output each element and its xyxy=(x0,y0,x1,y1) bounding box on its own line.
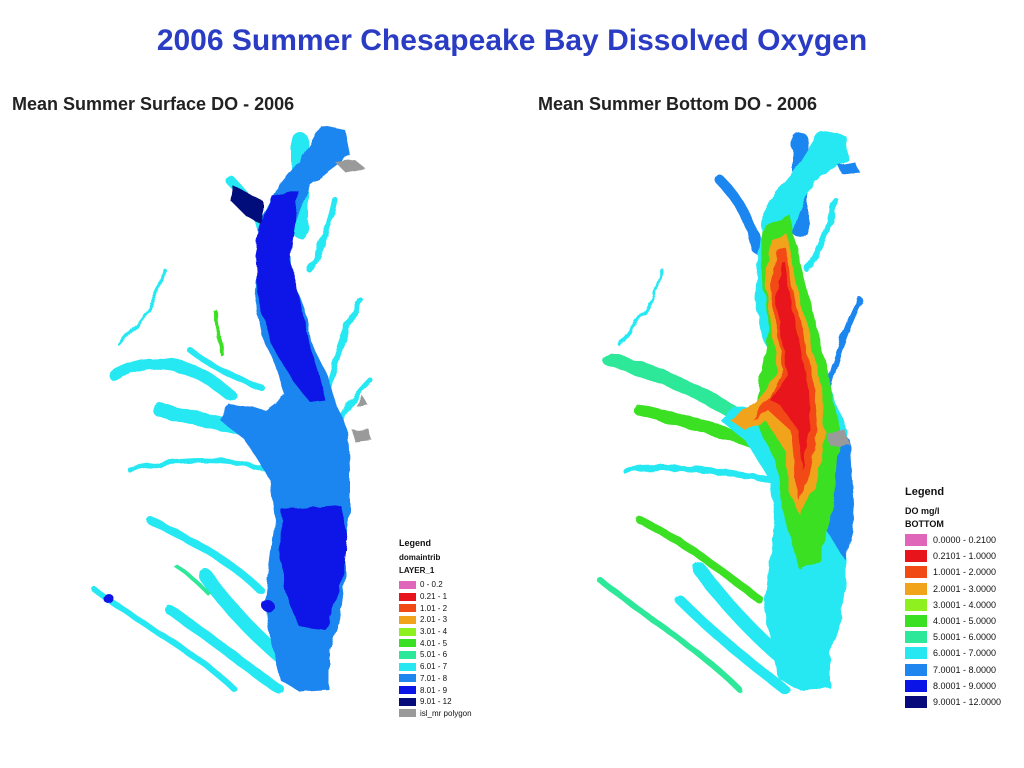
surface-legend-label: 5.01 - 6 xyxy=(420,650,448,660)
surface-legend-label: 1.01 - 2 xyxy=(420,603,448,613)
bottom-legend-swatch xyxy=(905,598,927,611)
surface-legend-row: isl_mr polygon xyxy=(399,708,472,720)
bottom-legend-row: 7.0001 - 8.0000 xyxy=(905,662,1001,678)
surface-legend-row: 8.01 - 9 xyxy=(399,684,472,696)
surface-legend-swatch xyxy=(399,697,416,706)
bottom-legend-row: 0.2101 - 1.0000 xyxy=(905,548,1001,564)
surface-map-title: Mean Summer Surface DO - 2006 xyxy=(12,94,295,114)
bottom-legend-swatch xyxy=(905,550,927,563)
surface-legend-swatch xyxy=(399,650,416,659)
surface-legend-label: isl_mr polygon xyxy=(420,708,472,718)
surface-legend-label: 0 - 0.2 xyxy=(420,580,443,590)
surface-legend-row: 7.01 - 8 xyxy=(399,673,472,685)
bottom-legend-row: 6.0001 - 7.0000 xyxy=(905,645,1001,661)
surface-do-map xyxy=(92,125,373,695)
bottom-legend-layer: DO mg/l xyxy=(905,506,940,516)
surface-legend-row: 3.01 - 4 xyxy=(399,626,472,638)
bottom-map-title: Mean Summer Bottom DO - 2006 xyxy=(538,94,818,114)
surface-legend-label: 9.01 - 12 xyxy=(420,697,452,707)
surface-legend-row: 4.01 - 5 xyxy=(399,637,472,649)
bottom-legend-sublayer: BOTTOM xyxy=(905,519,944,529)
bottom-legend-row: 1.0001 - 2.0000 xyxy=(905,564,1001,580)
surface-legend-row: 0 - 0.2 xyxy=(399,579,472,591)
surface-legend-swatch xyxy=(399,592,416,601)
bottom-legend-label: 3.0001 - 4.0000 xyxy=(933,599,997,610)
bottom-legend-swatch xyxy=(905,663,927,676)
surface-legend-swatch xyxy=(399,674,416,683)
bottom-do-map xyxy=(597,130,863,695)
bottom-legend-swatch xyxy=(905,566,927,579)
bottom-legend-row: 0.0000 - 0.2100 xyxy=(905,532,1001,548)
bottom-legend-swatch xyxy=(905,534,927,547)
surface-legend-swatch xyxy=(399,662,416,671)
surface-legend-swatch xyxy=(399,604,416,613)
surface-legend-label: 7.01 - 8 xyxy=(420,673,448,683)
surface-legend-row: 1.01 - 2 xyxy=(399,602,472,614)
bottom-legend-row: 2.0001 - 3.0000 xyxy=(905,581,1001,597)
bottom-legend: Legend DO mg/l BOTTOM 0.0000 - 0.2100 0.2… xyxy=(905,486,1001,710)
surface-legend-row: 9.01 - 12 xyxy=(399,696,472,708)
surface-legend-swatch xyxy=(399,627,416,636)
bottom-legend-heading: Legend xyxy=(905,486,945,498)
surface-legend-label: 8.01 - 9 xyxy=(420,685,448,695)
surface-legend-row: 0.21 - 1 xyxy=(399,591,472,603)
surface-legend-label: 6.01 - 7 xyxy=(420,662,448,672)
bottom-legend-label: 2.0001 - 3.0000 xyxy=(933,583,997,594)
bottom-bay-body xyxy=(597,130,863,695)
main-title: 2006 Summer Chesapeake Bay Dissolved Oxy… xyxy=(156,24,868,57)
surface-legend-label: 2.01 - 3 xyxy=(420,615,448,625)
surface-legend-swatch xyxy=(399,639,416,648)
bottom-legend-label: 0.0000 - 0.2100 xyxy=(933,535,997,546)
surface-legend-layer: domaintrib xyxy=(399,553,441,562)
surface-legend-sublayer: LAYER_1 xyxy=(399,566,435,575)
surface-legend-label: 0.21 - 1 xyxy=(420,592,448,602)
surface-legend-label: 3.01 - 4 xyxy=(420,627,448,637)
surface-legend-heading: Legend xyxy=(399,538,432,548)
bottom-legend-row: 9.0001 - 12.0000 xyxy=(905,694,1001,710)
bottom-legend-row: 8.0001 - 9.0000 xyxy=(905,678,1001,694)
surface-legend-swatch xyxy=(399,709,416,718)
bottom-legend-label: 1.0001 - 2.0000 xyxy=(933,567,997,578)
bottom-legend-row: 3.0001 - 4.0000 xyxy=(905,597,1001,613)
bottom-legend-row: 5.0001 - 6.0000 xyxy=(905,629,1001,645)
bottom-legend-label: 0.2101 - 1.0000 xyxy=(933,551,997,562)
bottom-legend-swatch xyxy=(905,647,927,660)
bottom-legend-row: 4.0001 - 5.0000 xyxy=(905,613,1001,629)
surface-legend-swatch xyxy=(399,686,416,695)
bottom-legend-label: 7.0001 - 8.0000 xyxy=(933,664,997,675)
surface-legend-swatch xyxy=(399,615,416,624)
bottom-legend-label: 8.0001 - 9.0000 xyxy=(933,680,997,691)
bottom-legend-swatch xyxy=(905,679,927,692)
bottom-legend-label: 4.0001 - 5.0000 xyxy=(933,616,997,627)
bottom-legend-label: 9.0001 - 12.0000 xyxy=(933,696,1002,707)
surface-legend-row: 5.01 - 6 xyxy=(399,649,472,661)
surface-bay-body xyxy=(92,125,373,695)
bottom-legend-swatch xyxy=(905,631,927,644)
bottom-legend-label: 5.0001 - 6.0000 xyxy=(933,632,997,643)
surface-legend-label: 4.01 - 5 xyxy=(420,638,448,648)
bottom-legend-swatch xyxy=(905,695,927,708)
surface-legend: Legend domaintrib LAYER_1 0 - 0.2 0.21 - … xyxy=(399,538,472,719)
bottom-legend-swatch xyxy=(905,582,927,595)
surface-legend-swatch xyxy=(399,580,416,589)
surface-legend-row: 2.01 - 3 xyxy=(399,614,472,626)
bottom-legend-swatch xyxy=(905,615,927,628)
surface-legend-row: 6.01 - 7 xyxy=(399,661,472,673)
bottom-legend-label: 6.0001 - 7.0000 xyxy=(933,648,997,659)
